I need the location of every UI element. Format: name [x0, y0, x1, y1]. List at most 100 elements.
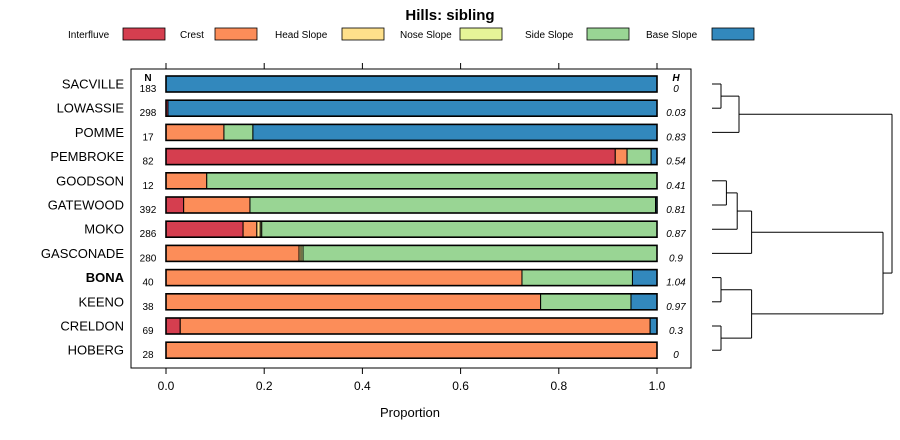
bar-sacville-base-slope: [165, 75, 658, 93]
h-value-lowassie: 0.03: [666, 108, 686, 119]
bar-gatewood-crest: [183, 196, 251, 214]
h-value-gasconade: 0.9: [669, 253, 683, 264]
n-labels: 183 298 17 82 12 392 286 280 40 38 69 28: [140, 84, 157, 361]
legend-label-nose-slope: Nose Slope: [400, 30, 452, 41]
bar-gatewood-interfluve: [165, 196, 185, 214]
bar-outline-sacville: [165, 75, 658, 93]
bar-outline-gatewood: [165, 196, 658, 214]
legend-swatch-side-slope: [586, 27, 630, 41]
n-value-creldon: 69: [142, 326, 154, 337]
row-label-lowassie: LOWASSIE: [57, 101, 125, 116]
n-value-pomme: 17: [142, 132, 154, 143]
n-value-hoberg: 28: [142, 350, 154, 361]
legend-label-side-slope: Side Slope: [525, 30, 574, 41]
n-value-gatewood: 392: [140, 205, 157, 216]
bar-moko-crest: [242, 220, 258, 238]
bar-goodson-crest: [165, 172, 208, 190]
n-value-goodson: 12: [142, 181, 154, 192]
h-value-gatewood: 0.81: [666, 205, 685, 216]
x-tick-label-5: 1.0: [649, 379, 666, 393]
n-value-pembroke: 82: [142, 157, 154, 168]
legend: Interfluve Crest Head Slope Nose Slope Side …: [68, 27, 755, 41]
legend-swatch-base-slope: [711, 27, 755, 41]
bar-keeno-base-slope: [630, 293, 658, 311]
dendrogram: [712, 83, 893, 351]
row-label-hoberg: HOBERG: [68, 343, 124, 358]
row-label-sacville: SACVILLE: [62, 77, 124, 92]
bar-gasconade-side-slope: [302, 244, 658, 262]
legend-swatch-interfluve: [122, 27, 166, 41]
bar-keeno-crest: [165, 293, 542, 311]
bar-outline-pembroke: [165, 147, 658, 166]
row-label-goodson: GOODSON: [56, 173, 124, 188]
bar-keeno-side-slope: [540, 293, 632, 311]
chart-title: Hills: sibling: [405, 7, 494, 24]
bar-bona-side-slope: [521, 269, 633, 287]
bar-goodson-side-slope: [206, 172, 658, 190]
x-tick-label-2: 0.4: [354, 379, 371, 393]
bar-outline-moko: [165, 220, 658, 238]
bar-bona-crest: [165, 269, 523, 287]
row-label-creldon: CRELDON: [60, 319, 124, 334]
x-axis-title: Proportion: [380, 405, 440, 420]
bar-creldon-base-slope: [649, 317, 658, 335]
bar-outline-goodson: [165, 172, 658, 190]
bar-creldon-interfluve: [165, 317, 181, 335]
bar-pomme-crest: [165, 123, 225, 141]
n-value-gasconade: 280: [140, 253, 157, 264]
bar-outline-pomme: [165, 123, 658, 142]
x-tick-label-3: 0.6: [452, 379, 469, 393]
h-value-pomme: 0.83: [666, 132, 686, 143]
h-column-header: H: [672, 73, 680, 84]
bar-bona-base-slope: [631, 269, 658, 287]
bar-outline-bona: [165, 268, 658, 287]
legend-swatch-nose-slope: [459, 27, 503, 41]
h-value-keeno: 0.97: [666, 302, 686, 313]
legend-swatch-head-slope: [341, 27, 385, 41]
h-value-goodson: 0.41: [666, 181, 685, 192]
bar-creldon-crest: [179, 317, 651, 335]
h-value-bona: 1.04: [666, 278, 686, 289]
bar-pembroke-interfluve: [165, 148, 616, 166]
bar-moko-interfluve: [165, 220, 244, 238]
row-label-pomme: POMME: [75, 125, 124, 140]
bar-gasconade-crest: [165, 244, 300, 262]
x-tick-label-4: 0.8: [550, 379, 567, 393]
h-value-pembroke: 0.54: [666, 157, 686, 168]
bar-pembroke-crest: [614, 148, 628, 166]
h-value-creldon: 0.3: [669, 326, 683, 337]
n-column-header: N: [144, 73, 151, 84]
h-labels: 0 0.03 0.83 0.54 0.41 0.81 0.87 0.9 1.04 0.97 0.3 0: [666, 84, 686, 361]
bar-pomme-base-slope: [252, 123, 658, 141]
row-label-gasconade: GASCONADE: [41, 246, 124, 261]
legend-label-crest: Crest: [180, 30, 204, 41]
row-label-gatewood: GATEWOOD: [48, 198, 124, 213]
legend-label-base-slope: Base Slope: [646, 30, 698, 41]
bar-outline-lowassie: [165, 99, 658, 117]
bars: [165, 75, 658, 360]
x-tick-label-1: 0.2: [256, 379, 273, 393]
bar-outline-creldon: [165, 317, 658, 335]
n-value-sacville: 183: [140, 84, 157, 95]
legend-label-interfluve: Interfluve: [68, 30, 110, 41]
row-label-bona: BONA: [86, 270, 125, 285]
row-label-moko: MOKO: [84, 222, 124, 237]
bar-outline-keeno: [165, 292, 658, 311]
bar-pembroke-side-slope: [626, 148, 652, 166]
row-label-pembroke: PEMBROKE: [50, 149, 124, 164]
x-axis: 0.0 0.2 0.4 0.6 0.8 1.0: [158, 63, 666, 393]
bar-lowassie-base-slope: [167, 99, 658, 117]
bar-gatewood-side-slope: [249, 196, 657, 214]
h-value-moko: 0.87: [666, 229, 686, 240]
legend-swatch-crest: [214, 27, 258, 41]
bar-outline-gasconade: [165, 244, 658, 263]
plot-frame: [130, 68, 692, 369]
bar-hoberg-crest: [165, 341, 658, 359]
x-tick-label-0: 0.0: [158, 379, 175, 393]
h-value-sacville: 0: [673, 84, 679, 95]
row-labels: SACVILLE LOWASSIE POMME PEMBROKE GOODSON GATE…: [41, 77, 125, 358]
bar-moko-head-slope: [256, 220, 261, 238]
legend-label-head-slope: Head Slope: [275, 30, 328, 41]
bar-moko-side-slope: [261, 220, 658, 238]
